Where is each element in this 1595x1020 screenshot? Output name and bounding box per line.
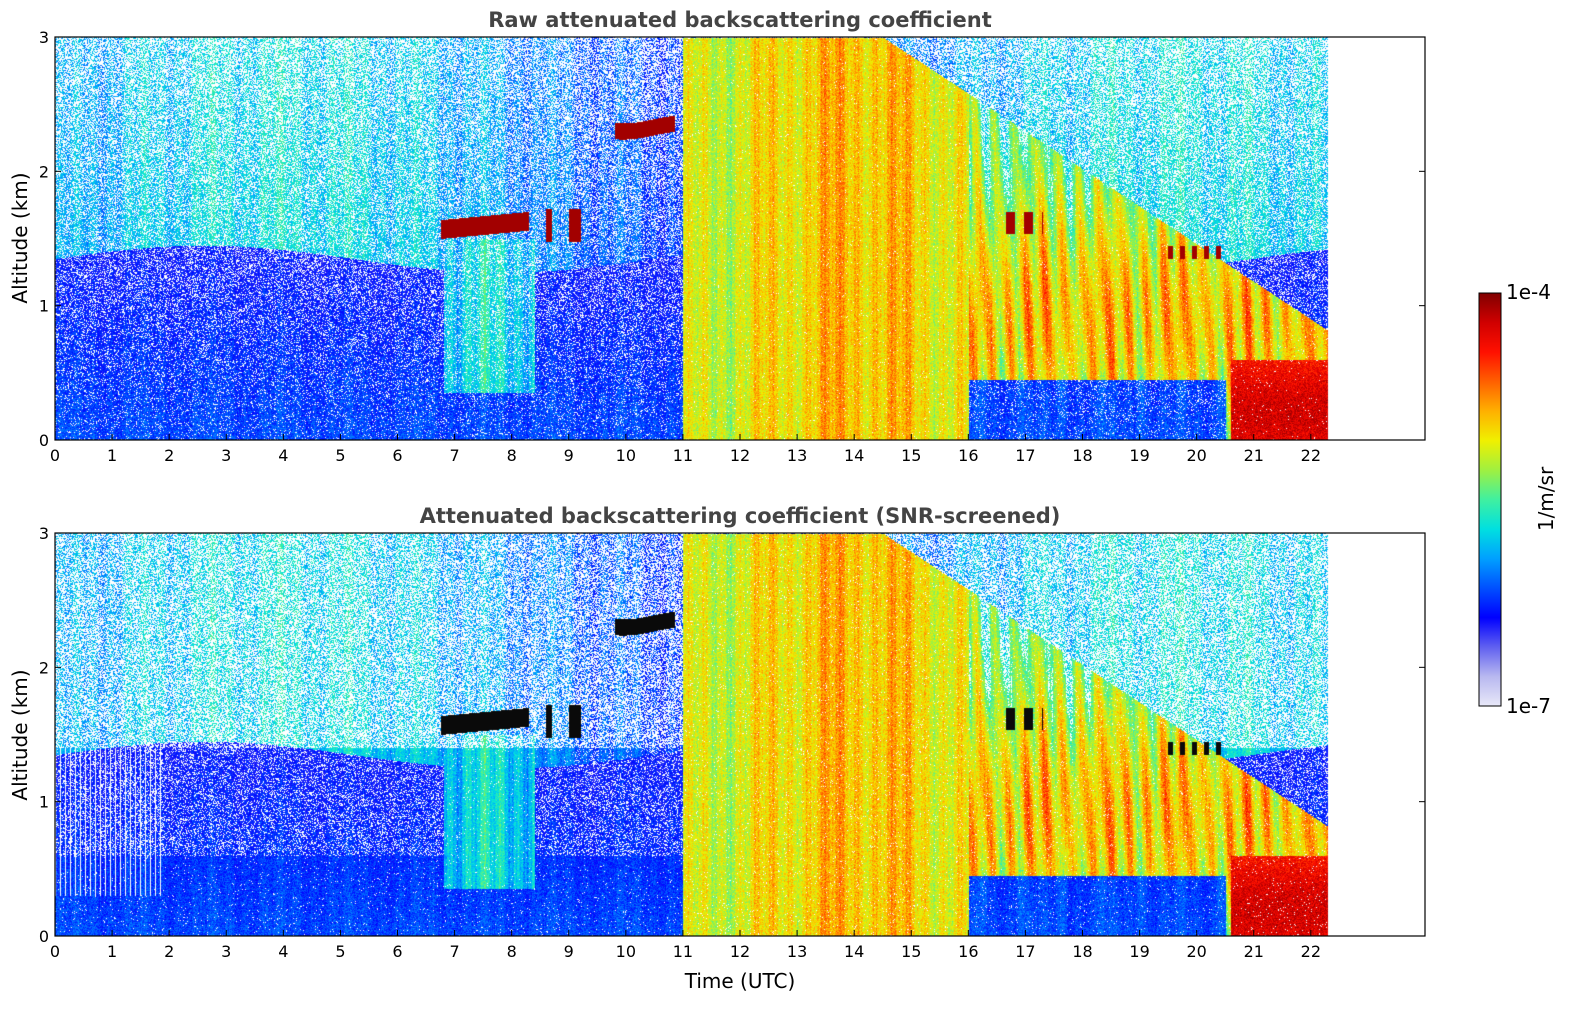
x-tick-label: 5 [335, 446, 345, 465]
x-tick-label: 20 [1186, 446, 1206, 465]
x-tick-label: 15 [901, 446, 921, 465]
colorbar-min-label: 1e-7 [1506, 694, 1551, 718]
colorbar-gradient [1478, 292, 1502, 707]
x-tick-label: 2 [164, 446, 174, 465]
x-tick-label: 0 [50, 942, 60, 961]
x-tick-label: 18 [1072, 446, 1092, 465]
x-tick-label: 17 [1015, 446, 1035, 465]
x-tick-label: 7 [449, 942, 459, 961]
heatmap-raster [55, 37, 1425, 440]
y-tick-label: 1 [39, 297, 49, 316]
x-tick-label: 22 [1301, 942, 1321, 961]
y-tick-label: 3 [39, 28, 49, 47]
x-tick-label: 14 [844, 446, 864, 465]
x-tick-label: 13 [787, 446, 807, 465]
x-axis: 0 1 2 3 4 5 6 7 8 9 10 11 12 13 14 15 16 17 18 19 20 21 22 [50, 434, 1321, 465]
x-tick-label: 10 [616, 446, 636, 465]
x-tick-label: 16 [958, 446, 978, 465]
x-tick-label: 11 [673, 446, 693, 465]
x-tick-label: 15 [901, 942, 921, 961]
colorbar-max-label: 1e-4 [1506, 280, 1551, 304]
x-tick-label: 0 [50, 446, 60, 465]
x-tick-label: 20 [1186, 942, 1206, 961]
x-tick-label: 17 [1015, 942, 1035, 961]
x-tick-label: 4 [278, 446, 288, 465]
y-axis: 0 1 2 3 [39, 524, 1425, 946]
x-tick-label: 12 [730, 446, 750, 465]
x-tick-label: 9 [564, 446, 574, 465]
y-tick-label: 3 [39, 524, 49, 543]
x-tick-label: 22 [1301, 446, 1321, 465]
x-tick-label: 3 [221, 942, 231, 961]
x-tick-label: 12 [730, 942, 750, 961]
x-tick-label: 6 [392, 446, 402, 465]
y-tick-label: 0 [39, 927, 49, 946]
y-axis: 0 1 2 3 [39, 28, 1425, 450]
x-tick-label: 10 [616, 942, 636, 961]
colorbar: 1e-4 1e-7 1/m/sr [1478, 280, 1558, 718]
x-tick-label: 5 [335, 942, 345, 961]
y-tick-label: 2 [39, 658, 49, 677]
x-tick-label: 3 [221, 446, 231, 465]
y-axis-label: Altitude (km) [8, 669, 32, 800]
x-axis: 0 1 2 3 4 5 6 7 8 9 10 11 12 13 14 15 16 17 18 19 20 21 22 [50, 930, 1321, 961]
x-axis-label: Time (UTC) [684, 969, 796, 993]
y-tick-label: 2 [39, 162, 49, 181]
x-tick-label: 11 [673, 942, 693, 961]
x-tick-label: 8 [507, 446, 517, 465]
x-tick-label: 8 [507, 942, 517, 961]
panel-screened: Attenuated backscattering coefficient (S… [8, 504, 1426, 993]
x-tick-label: 14 [844, 942, 864, 961]
x-tick-label: 19 [1129, 446, 1149, 465]
x-tick-label: 21 [1244, 446, 1264, 465]
panel-title: Attenuated backscattering coefficient (S… [420, 504, 1061, 528]
x-tick-label: 13 [787, 942, 807, 961]
x-tick-label: 16 [958, 942, 978, 961]
x-tick-label: 1 [107, 942, 117, 961]
x-tick-label: 2 [164, 942, 174, 961]
x-tick-label: 7 [449, 446, 459, 465]
x-tick-label: 21 [1244, 942, 1264, 961]
x-tick-label: 18 [1072, 942, 1092, 961]
panel-raw: Raw attenuated backscattering coefficien… [8, 8, 1426, 465]
y-tick-label: 1 [39, 793, 49, 812]
heatmap-raster [55, 533, 1425, 936]
x-tick-label: 19 [1129, 942, 1149, 961]
x-tick-label: 4 [278, 942, 288, 961]
x-tick-label: 1 [107, 446, 117, 465]
x-tick-label: 9 [564, 942, 574, 961]
x-tick-label: 6 [392, 942, 402, 961]
colorbar-unit-label: 1/m/sr [1534, 466, 1558, 531]
panel-title: Raw attenuated backscattering coefficien… [488, 8, 992, 32]
y-axis-label: Altitude (km) [8, 172, 32, 303]
y-tick-label: 0 [39, 431, 49, 450]
